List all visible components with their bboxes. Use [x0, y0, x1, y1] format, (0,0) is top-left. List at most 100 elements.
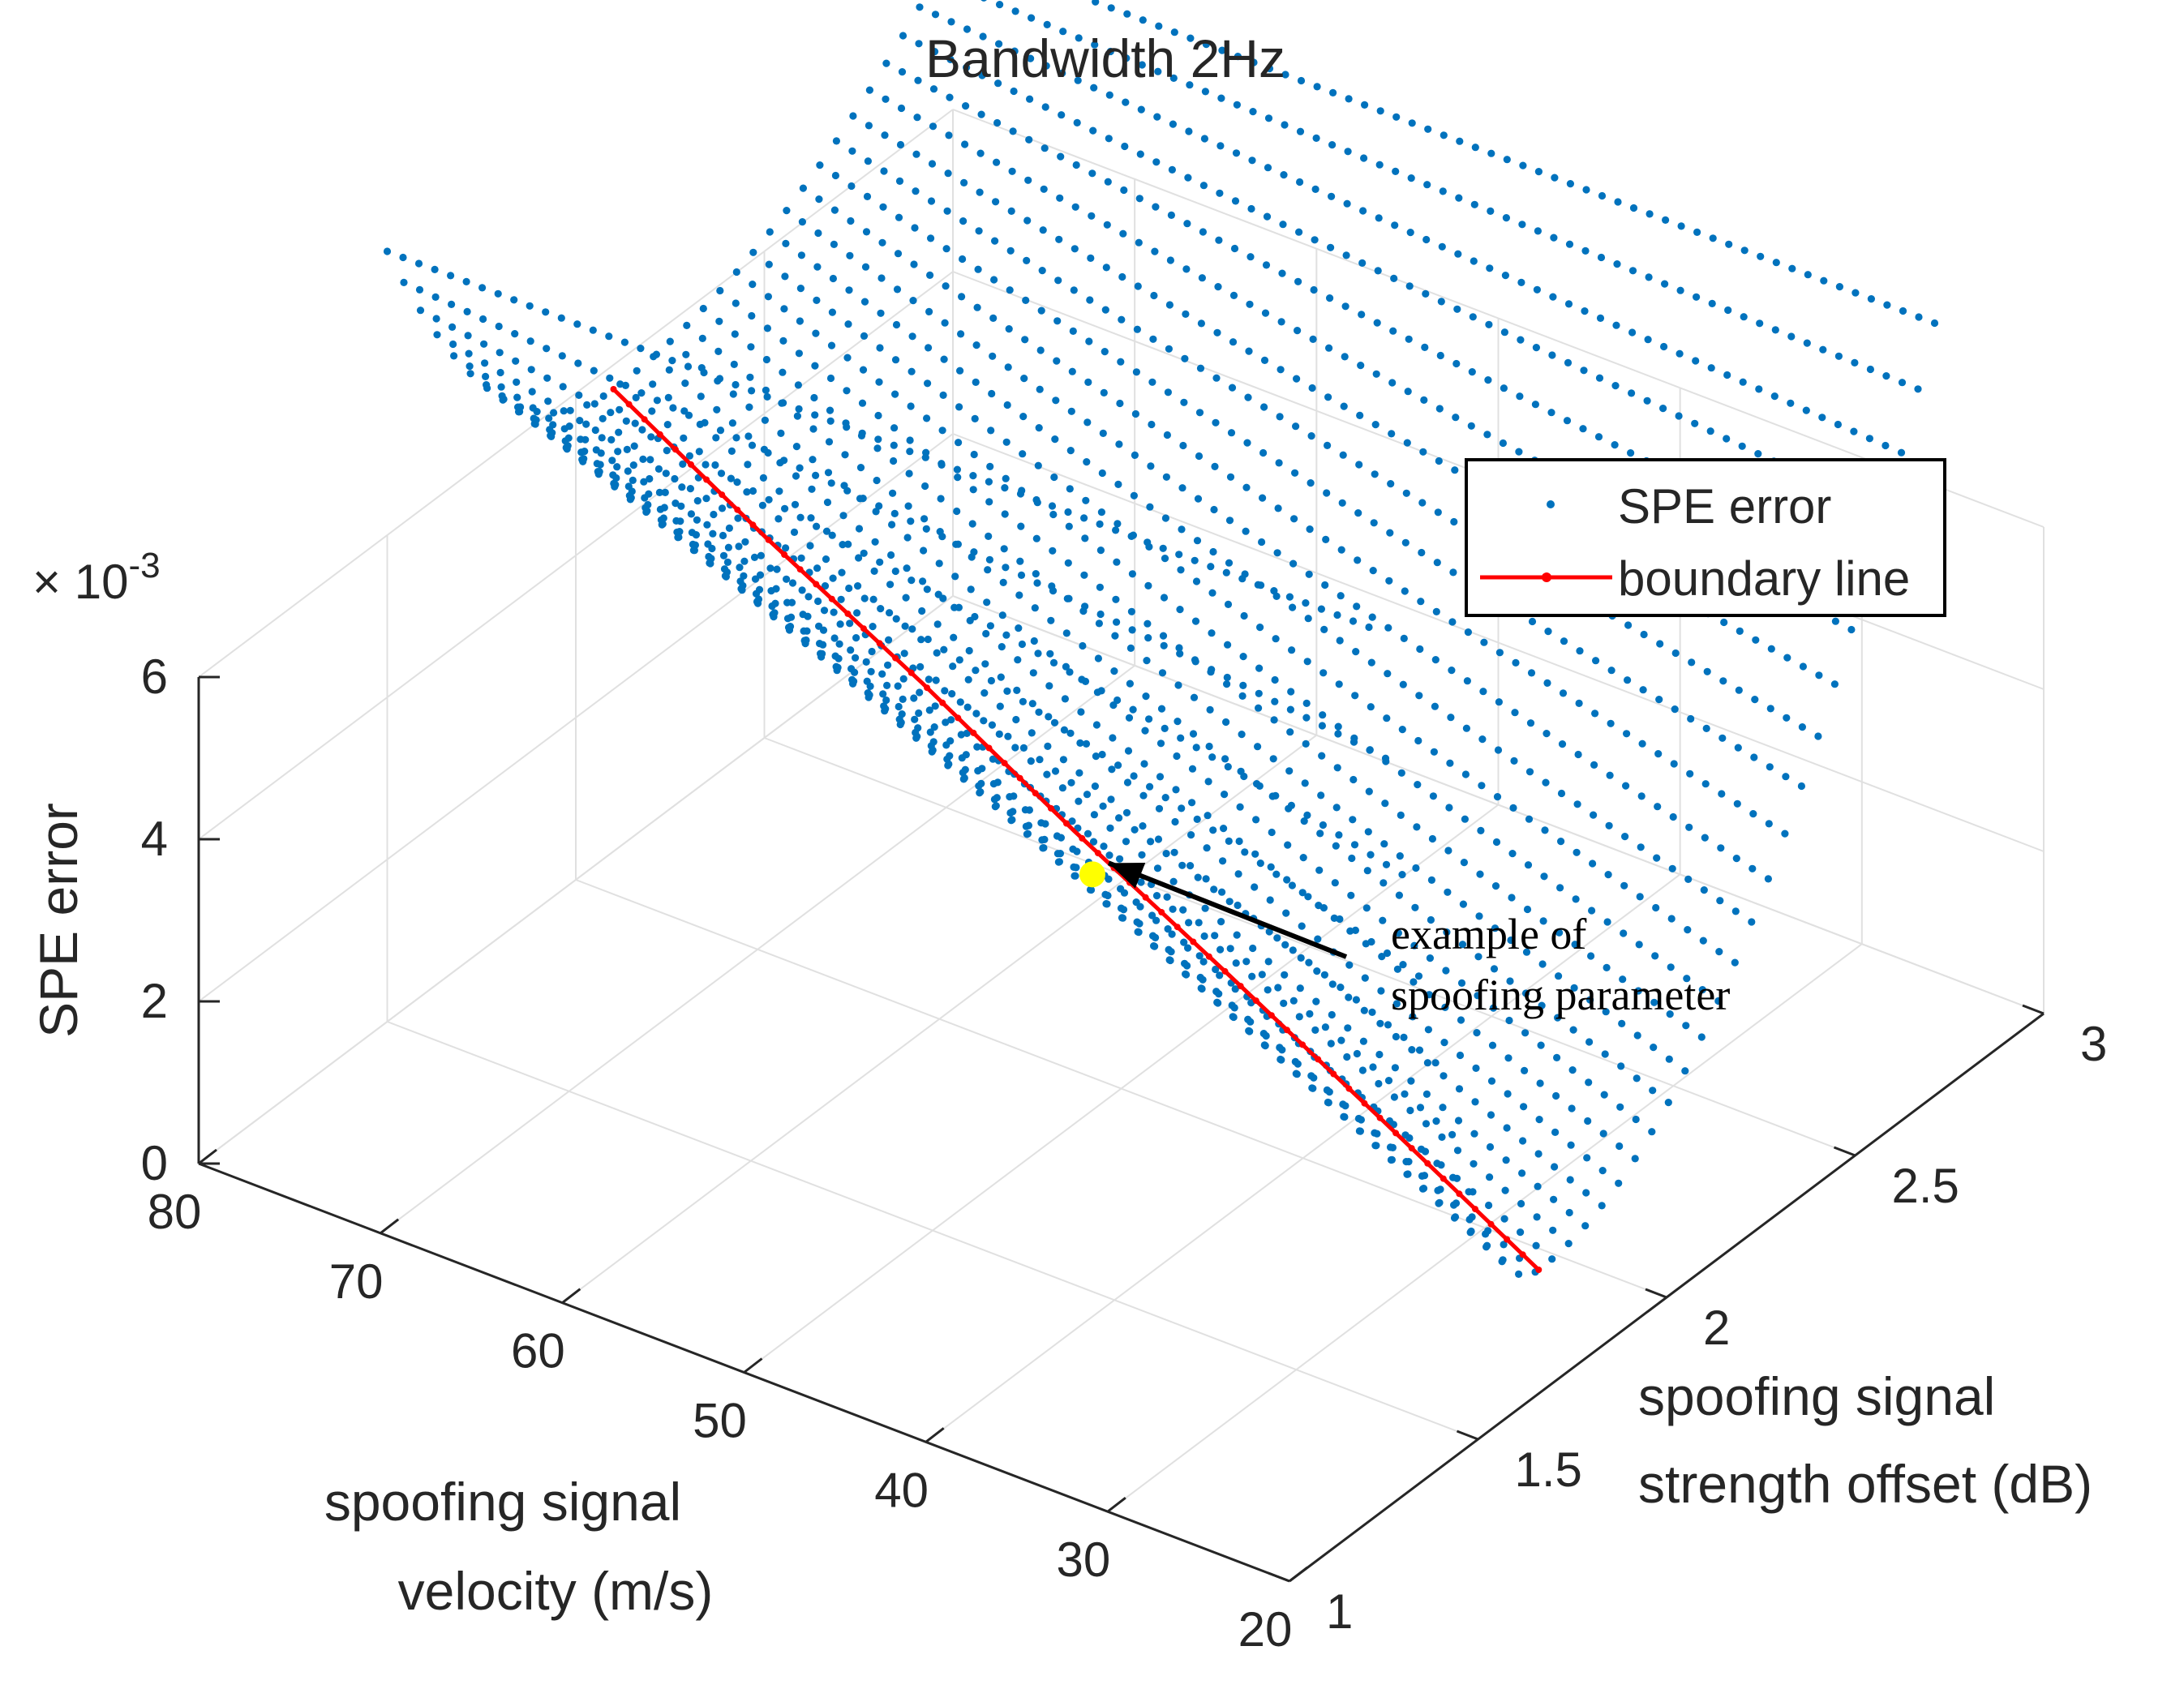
spe-error-point: [637, 389, 646, 397]
spe-error-point: [1152, 158, 1161, 166]
spe-error-point: [669, 404, 677, 412]
spe-error-point: [907, 577, 916, 585]
spe-error-point: [1083, 791, 1092, 799]
spe-error-point: [942, 245, 950, 253]
spe-error-point: [965, 646, 973, 655]
spe-error-point: [1218, 888, 1226, 896]
spe-error-point: [1293, 375, 1301, 383]
spe-error-point: [1257, 581, 1265, 589]
spe-error-point: [1221, 755, 1229, 763]
spe-error-point: [1054, 276, 1062, 285]
spe-error-point: [678, 483, 686, 491]
spe-error-point: [1135, 238, 1143, 246]
spe-error-point: [1053, 357, 1061, 365]
spe-error-point: [1915, 313, 1923, 321]
spe-error-point: [874, 435, 882, 444]
legend-box: [1465, 458, 1946, 617]
spe-error-point: [1017, 571, 1026, 580]
spe-error-point: [812, 471, 820, 480]
spe-error-point: [1299, 854, 1307, 862]
spe-error-point: [1568, 1104, 1576, 1112]
spe-error-point: [844, 320, 852, 328]
spe-error-point: [1693, 228, 1701, 236]
spe-error-point: [875, 502, 883, 510]
spe-error-point: [1413, 823, 1421, 831]
spe-error-point: [1100, 842, 1108, 851]
spe-error-point: [1782, 773, 1790, 781]
spe-error-point: [1158, 669, 1167, 677]
spe-error-point: [448, 300, 456, 308]
spe-error-point: [955, 439, 963, 447]
spe-error-point: [826, 417, 835, 425]
spe-error-point: [526, 302, 534, 310]
spe-error-point: [511, 330, 519, 338]
spe-error-point: [865, 691, 873, 699]
spe-error-point: [1023, 216, 1032, 225]
boundary-line-point: [1032, 790, 1039, 797]
spe-error-point: [985, 555, 993, 564]
spe-error-point: [792, 443, 801, 451]
spe-error-point: [1401, 538, 1410, 547]
spe-error-point: [1234, 870, 1242, 878]
spe-error-point: [703, 521, 711, 529]
spe-error-point: [1109, 701, 1118, 709]
spe-error-point: [945, 131, 953, 139]
y-tick-mark: [1456, 1430, 1479, 1441]
spe-error-point: [855, 525, 864, 533]
spe-error-point: [985, 532, 993, 541]
spe-error-point: [1405, 282, 1414, 290]
spe-error-point: [1119, 229, 1127, 238]
spe-error-point: [1274, 984, 1282, 992]
spe-error-point: [1439, 1104, 1447, 1112]
spe-error-point: [1045, 713, 1053, 721]
spe-error-point: [892, 320, 901, 329]
spe-error-point: [828, 308, 836, 316]
spe-error-point: [1501, 1186, 1509, 1194]
spe-error-point: [713, 405, 721, 414]
spe-error-point: [1239, 681, 1247, 690]
spe-error-point: [1552, 1091, 1560, 1100]
spe-error-point: [1187, 831, 1195, 839]
spe-error-point: [1166, 956, 1174, 965]
spe-error-point: [1435, 405, 1444, 413]
spe-error-point: [1114, 480, 1122, 489]
spe-error-point: [549, 421, 557, 429]
spe-error-point: [1548, 351, 1556, 359]
spe-error-point: [1491, 882, 1500, 890]
spe-error-point: [1766, 763, 1774, 771]
spe-error-point: [1830, 680, 1839, 688]
spe-error-point: [980, 717, 988, 725]
spe-error-point: [873, 444, 882, 452]
spe-error-point: [1077, 708, 1085, 716]
spe-error-point: [447, 272, 455, 280]
spe-error-point: [1702, 724, 1710, 733]
spe-error-point: [1289, 559, 1298, 568]
spe-error-point: [1075, 769, 1083, 777]
boundary-line-point: [1094, 850, 1101, 857]
spe-error-point: [883, 681, 891, 690]
spe-error-point: [820, 607, 829, 615]
spe-error-point: [877, 309, 885, 317]
spe-error-point: [1633, 1074, 1641, 1082]
spe-error-point: [1442, 967, 1450, 975]
spe-error-point: [605, 332, 613, 341]
spe-error-point: [1565, 240, 1574, 248]
spe-error-point: [1193, 815, 1201, 824]
y-tick-mark: [1833, 1146, 1856, 1157]
spe-error-point: [1815, 671, 1823, 679]
spe-error-point: [1591, 709, 1599, 718]
spe-error-point: [1275, 459, 1283, 467]
spe-error-point: [773, 565, 781, 573]
boundary-line-point: [1315, 1056, 1322, 1063]
y-tick-mark: [1645, 1288, 1667, 1299]
spe-error-point: [1755, 385, 1763, 393]
spe-error-point: [1006, 286, 1014, 294]
spe-error-point: [715, 317, 723, 325]
spe-error-point: [1082, 739, 1091, 748]
spe-error-point: [1335, 680, 1343, 688]
spe-error-point: [1304, 615, 1312, 623]
spe-error-point: [776, 459, 784, 467]
spe-error-point: [1452, 414, 1460, 422]
boundary-line-point: [1472, 1206, 1478, 1213]
spe-error-point: [1649, 1087, 1657, 1095]
